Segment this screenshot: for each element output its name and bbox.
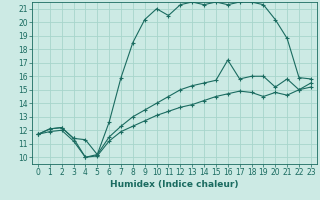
X-axis label: Humidex (Indice chaleur): Humidex (Indice chaleur) [110,180,239,189]
